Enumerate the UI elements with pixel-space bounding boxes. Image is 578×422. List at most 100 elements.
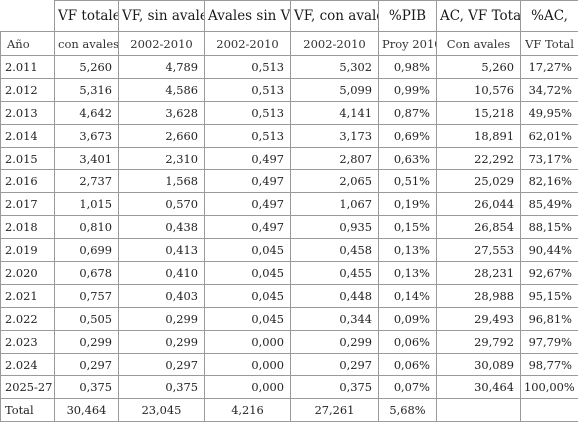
table-cell-vf-con-avales: 2,065 — [291, 170, 379, 193]
table-cell-vf-totales: 0,297 — [55, 353, 119, 376]
table-cell-vf-con-avales: 0,344 — [291, 307, 379, 330]
table-cell-pib: 0,09% — [379, 307, 437, 330]
total-cell-vf-con-avales: 27,261 — [291, 399, 379, 422]
header-top-cell: %PIB — [379, 1, 437, 32]
header-top-cell: Avales sin VF — [205, 1, 291, 32]
table-cell-ac-vf-total: 30,089 — [437, 353, 521, 376]
table-cell-year: 2.022 — [1, 307, 55, 330]
header-sub-cell: 2002-2010 — [291, 32, 379, 56]
table-cell-vf-con-avales: 0,455 — [291, 262, 379, 285]
table-cell-year: 2.019 — [1, 239, 55, 262]
table-cell-vf-totales: 5,260 — [55, 56, 119, 79]
table-cell-vf-sin-avales: 0,410 — [119, 262, 205, 285]
header-top-cell: AC, VF Total — [437, 1, 521, 32]
total-cell-ac-vf-total — [437, 399, 521, 422]
header-sub-cell: Con avales — [437, 32, 521, 56]
table-cell-ac-vf-total: 26,854 — [437, 216, 521, 239]
table-cell-ac-pct: 92,67% — [521, 262, 578, 285]
table-cell-avales-sin-vf: 0,513 — [205, 56, 291, 79]
table-cell-vf-totales: 0,757 — [55, 284, 119, 307]
header-top-cell: VF totales — [55, 1, 119, 32]
table-cell-ac-vf-total: 5,260 — [437, 56, 521, 79]
table-cell-avales-sin-vf: 0,513 — [205, 124, 291, 147]
table-cell-avales-sin-vf: 0,513 — [205, 101, 291, 124]
table-cell-vf-totales: 0,299 — [55, 330, 119, 353]
header-top-cell: VF, sin avales — [119, 1, 205, 32]
table-cell-ac-pct: 85,49% — [521, 193, 578, 216]
table-cell-vf-sin-avales: 0,299 — [119, 307, 205, 330]
table-cell-ac-vf-total: 29,792 — [437, 330, 521, 353]
table-cell-year: 2.011 — [1, 56, 55, 79]
table-cell-year: 2.021 — [1, 284, 55, 307]
total-cell-ac-pct — [521, 399, 578, 422]
table-cell-year: 2.012 — [1, 78, 55, 101]
table-cell-ac-pct: 62,01% — [521, 124, 578, 147]
table-cell-vf-totales: 4,642 — [55, 101, 119, 124]
table-cell-avales-sin-vf: 0,497 — [205, 216, 291, 239]
table-cell-vf-con-avales: 4,141 — [291, 101, 379, 124]
table-cell-ac-pct: 100,00% — [521, 376, 578, 399]
table-cell-ac-pct: 96,81% — [521, 307, 578, 330]
header-sub-cell: 2002-2010 — [205, 32, 291, 56]
table-cell-year: 2.018 — [1, 216, 55, 239]
header-sub-cell: Proy 2010 — [379, 32, 437, 56]
table-cell-ac-pct: 98,77% — [521, 353, 578, 376]
table-cell-vf-con-avales: 0,448 — [291, 284, 379, 307]
header-top-cell — [1, 1, 55, 32]
table-cell-avales-sin-vf: 0,497 — [205, 193, 291, 216]
table-cell-vf-totales: 0,505 — [55, 307, 119, 330]
header-sub-cell: Año — [1, 32, 55, 56]
table-cell-avales-sin-vf: 0,000 — [205, 330, 291, 353]
header-top-cell: %AC, — [521, 1, 578, 32]
table-cell-pib: 0,51% — [379, 170, 437, 193]
header-sub-cell: VF Total — [521, 32, 578, 56]
table-cell-vf-sin-avales: 4,586 — [119, 78, 205, 101]
table-cell-pib: 0,98% — [379, 56, 437, 79]
table-cell-avales-sin-vf: 0,000 — [205, 353, 291, 376]
table-cell-ac-vf-total: 15,218 — [437, 101, 521, 124]
table-cell-avales-sin-vf: 0,045 — [205, 262, 291, 285]
table-cell-year: 2025-27 — [1, 376, 55, 399]
table-cell-vf-con-avales: 0,375 — [291, 376, 379, 399]
table-cell-pib: 0,06% — [379, 353, 437, 376]
header-row-sub: Año con avales 2002-2010 2002-2010 2002-… — [1, 32, 578, 56]
total-cell-avales-sin-vf: 4,216 — [205, 399, 291, 422]
table-cell-avales-sin-vf: 0,497 — [205, 147, 291, 170]
table-cell-ac-pct: 88,15% — [521, 216, 578, 239]
total-cell-vf-sin-avales: 23,045 — [119, 399, 205, 422]
table-cell-ac-vf-total: 26,044 — [437, 193, 521, 216]
table-cell-vf-sin-avales: 2,660 — [119, 124, 205, 147]
table-cell-year: 2.014 — [1, 124, 55, 147]
table-cell-avales-sin-vf: 0,513 — [205, 78, 291, 101]
table-cell-vf-sin-avales: 3,628 — [119, 101, 205, 124]
header-sub-cell: 2002-2010 — [119, 32, 205, 56]
table-cell-vf-con-avales: 1,067 — [291, 193, 379, 216]
table-cell-pib: 0,99% — [379, 78, 437, 101]
table-cell-vf-totales: 2,737 — [55, 170, 119, 193]
table-cell-vf-sin-avales: 0,403 — [119, 284, 205, 307]
total-cell-vf-totales: 30,464 — [55, 399, 119, 422]
table-cell-vf-totales: 0,810 — [55, 216, 119, 239]
table-cell-vf-sin-avales: 0,299 — [119, 330, 205, 353]
table-cell-pib: 0,07% — [379, 376, 437, 399]
table-cell-ac-pct: 97,79% — [521, 330, 578, 353]
table-cell-vf-totales: 3,401 — [55, 147, 119, 170]
table-cell-ac-pct: 49,95% — [521, 101, 578, 124]
table-cell-ac-pct: 95,15% — [521, 284, 578, 307]
table-cell-pib: 0,87% — [379, 101, 437, 124]
table-cell-ac-vf-total: 22,292 — [437, 147, 521, 170]
table-cell-year: 2.024 — [1, 353, 55, 376]
table-cell-year: 2.023 — [1, 330, 55, 353]
header-sub-cell: con avales — [55, 32, 119, 56]
table-cell-ac-vf-total: 29,493 — [437, 307, 521, 330]
